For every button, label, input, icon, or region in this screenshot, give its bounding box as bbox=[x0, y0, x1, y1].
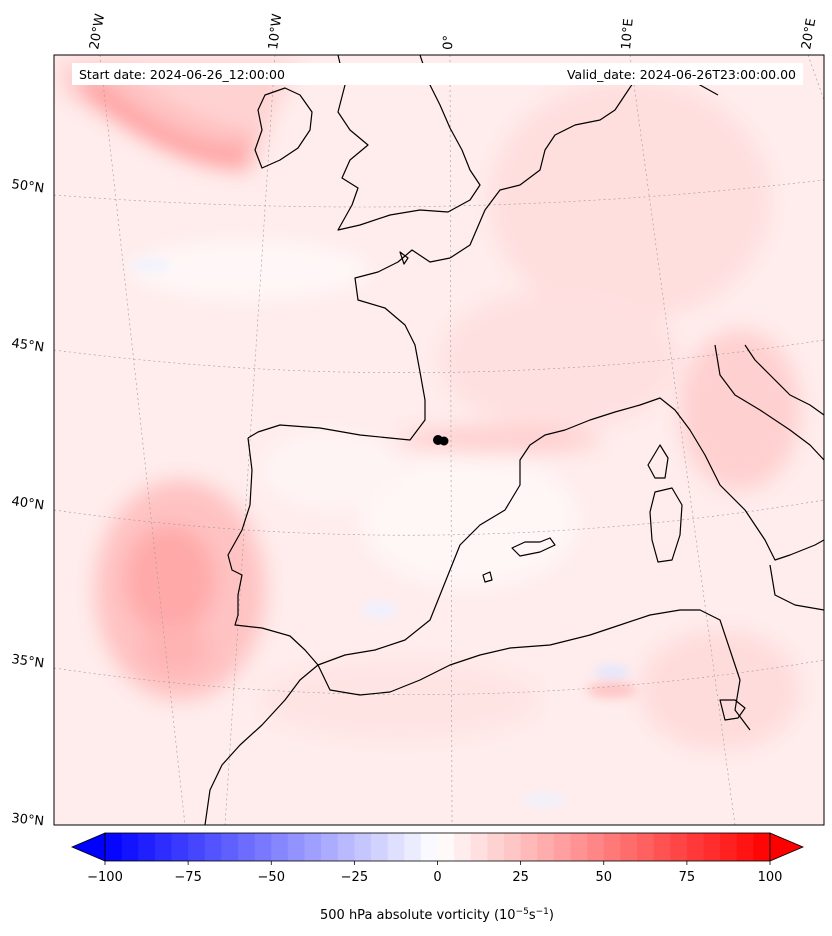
colorbar-tick-label: 100 bbox=[758, 870, 783, 885]
coast-italy-tip bbox=[769, 564, 824, 611]
coast-sicily bbox=[719, 699, 746, 721]
colorbar-segment bbox=[304, 833, 322, 861]
coast-france bbox=[247, 249, 451, 441]
colorbar-segment bbox=[287, 833, 306, 861]
coast-iberia-east bbox=[317, 397, 824, 666]
coast-corsica bbox=[647, 444, 669, 479]
colorbar-tick-label: 25 bbox=[512, 870, 529, 885]
colorbar-tick-label: −100 bbox=[87, 870, 123, 885]
location-marker bbox=[433, 435, 449, 446]
lat-label-35n: 35°N bbox=[10, 652, 45, 671]
coast-iberia-west bbox=[227, 437, 319, 666]
colorbar bbox=[70, 832, 805, 862]
colorbar-segment bbox=[321, 833, 339, 861]
colorbar-segment bbox=[254, 833, 272, 861]
colorbar-segment bbox=[537, 833, 555, 861]
lon-label-10e: 10°E bbox=[619, 18, 637, 50]
colorbar-segment bbox=[570, 833, 588, 861]
colorbar-tick-label: 75 bbox=[679, 870, 696, 885]
colorbar-segment bbox=[653, 833, 671, 861]
colorbar-segment bbox=[138, 833, 156, 861]
colorbar-segment bbox=[437, 833, 455, 861]
coast-adriatic bbox=[714, 344, 824, 461]
colorbar-segment bbox=[753, 833, 771, 861]
colorbar-segment bbox=[238, 833, 256, 861]
colorbar-tick-label: 50 bbox=[595, 870, 612, 885]
colorbar-segment bbox=[470, 833, 488, 861]
coast-sardinia bbox=[649, 487, 683, 563]
colorbar-segment bbox=[520, 833, 538, 861]
colorbar-segment bbox=[404, 833, 422, 861]
colorbar-segment bbox=[420, 833, 439, 861]
coast-channel-islands bbox=[399, 251, 409, 265]
colorbar-segment bbox=[736, 833, 754, 861]
lon-label-10w: 10°W bbox=[266, 13, 285, 51]
colorbar-label: 500 hPa absolute vorticity (10−5s−1) bbox=[320, 907, 554, 923]
coast-ibiza bbox=[482, 571, 493, 583]
colorbar-segment bbox=[487, 833, 505, 861]
colorbar-segment bbox=[121, 833, 139, 861]
lon-label-20e: 20°E bbox=[799, 17, 819, 50]
colorbar-segment bbox=[504, 833, 522, 861]
lat-label-40n: 40°N bbox=[10, 494, 45, 513]
graticule bbox=[54, 55, 824, 825]
coast-north-africa bbox=[317, 609, 751, 731]
colorbar-segment bbox=[454, 833, 472, 861]
colorbar-tick-label: 0 bbox=[433, 870, 441, 885]
colorbar-segment bbox=[221, 833, 239, 861]
coast-britain bbox=[337, 55, 481, 231]
colorbar-segment bbox=[171, 833, 189, 861]
colorbar-segment bbox=[720, 833, 738, 861]
colorbar-segment bbox=[371, 833, 389, 861]
colorbar-segment bbox=[686, 833, 705, 861]
coast-balkans bbox=[744, 344, 824, 416]
colorbar-segment bbox=[337, 833, 355, 861]
colorbar-segment bbox=[105, 833, 123, 861]
colorbar-segment bbox=[154, 833, 173, 861]
coastlines bbox=[204, 55, 824, 825]
lat-label-30n: 30°N bbox=[11, 811, 45, 829]
colorbar-tick-label: −25 bbox=[341, 870, 368, 885]
colorbar-segment bbox=[271, 833, 289, 861]
lat-label-50n: 50°N bbox=[10, 177, 45, 196]
lon-label-0: 0° bbox=[441, 35, 457, 50]
colorbar-tick-label: −75 bbox=[174, 870, 201, 885]
colorbar-segment bbox=[587, 833, 605, 861]
lon-label-20w: 20°W bbox=[87, 13, 108, 51]
colorbar-extend-max bbox=[769, 832, 805, 862]
colorbar-extend-min bbox=[70, 832, 106, 862]
colorbar-tick-label: −50 bbox=[258, 870, 285, 885]
colorbar-segment bbox=[204, 833, 222, 861]
coast-morocco-atlantic bbox=[204, 664, 319, 825]
colorbar-segment bbox=[670, 833, 688, 861]
start-date-label: Start date: 2024-06-26_12:00:00 bbox=[79, 67, 285, 82]
colorbar-segment bbox=[603, 833, 621, 861]
coast-mallorca bbox=[511, 537, 556, 557]
map-frame bbox=[53, 54, 825, 826]
lat-label-45n: 45°N bbox=[10, 336, 45, 355]
colorbar-segment bbox=[620, 833, 638, 861]
colorbar-segment bbox=[387, 833, 405, 861]
colorbar-ticks: −100 −75 −50 −25 0 25 50 75 100 bbox=[87, 861, 782, 885]
colorbar-segment bbox=[188, 833, 206, 861]
colorbar-segment bbox=[553, 833, 572, 861]
colorbar-segment bbox=[637, 833, 655, 861]
colorbar-segment bbox=[703, 833, 721, 861]
coast-ireland bbox=[254, 87, 313, 169]
valid-date-label: Valid_date: 2024-06-26T23:00:00.00 bbox=[567, 67, 796, 82]
date-header-box bbox=[72, 63, 803, 85]
colorbar-segment bbox=[354, 833, 372, 861]
